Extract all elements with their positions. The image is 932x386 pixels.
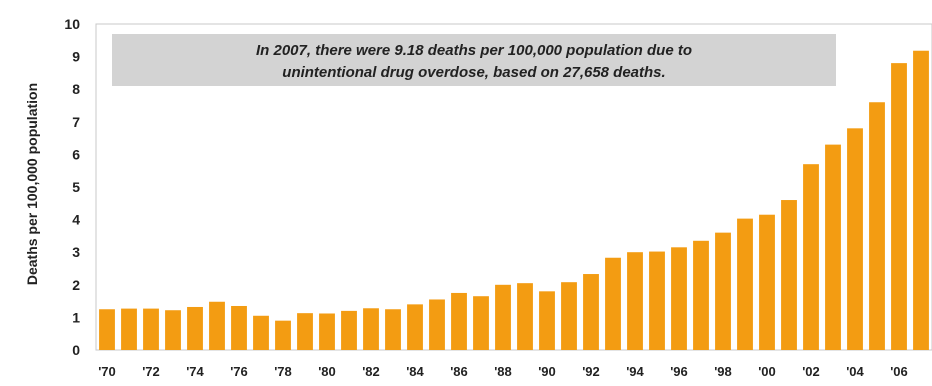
y-tick-label: 7	[72, 114, 80, 130]
y-tick-label: 3	[72, 244, 80, 260]
bar	[583, 274, 599, 350]
bar	[693, 240, 709, 350]
bar	[143, 308, 159, 350]
y-tick-labels: 0 1 2 3 4 5 6 7 8 9 10	[64, 16, 80, 358]
x-tick-label: '70	[98, 364, 116, 379]
bar	[869, 102, 885, 351]
bar	[451, 292, 467, 350]
bar	[517, 283, 533, 350]
bar	[99, 309, 115, 350]
bar	[275, 320, 291, 350]
x-tick-label: '78	[274, 364, 292, 379]
bar	[385, 309, 401, 350]
x-tick-label: '72	[142, 364, 160, 379]
y-tick-label: 6	[72, 146, 80, 162]
bar	[539, 291, 555, 350]
bar	[605, 257, 621, 350]
x-tick-label: '82	[362, 364, 380, 379]
bar	[319, 313, 335, 350]
x-tick-label: '80	[318, 364, 336, 379]
bar	[165, 310, 181, 350]
y-tick-label: 5	[72, 179, 80, 195]
annotation: In 2007, there were 9.18 deaths per 100,…	[112, 34, 836, 86]
bar	[407, 304, 423, 350]
y-tick-label: 4	[72, 212, 80, 228]
bar	[231, 305, 247, 350]
bar	[781, 200, 797, 350]
x-tick-label: '92	[582, 364, 600, 379]
bar	[561, 282, 577, 350]
bar	[825, 144, 841, 350]
x-tick-label: '96	[670, 364, 688, 379]
bar	[121, 308, 137, 350]
plot-frame	[95, 23, 932, 351]
bar	[341, 310, 357, 350]
x-tick-label: '74	[186, 364, 204, 379]
y-tick-label: 8	[72, 81, 80, 97]
bar	[759, 214, 775, 350]
bar	[847, 128, 863, 350]
x-tick-label: '02	[802, 364, 820, 379]
bar	[297, 313, 313, 350]
x-tick-label: '04	[846, 364, 864, 379]
bar	[913, 50, 929, 350]
bar	[803, 164, 819, 350]
bar-series	[99, 50, 929, 351]
y-tick-label: 2	[72, 277, 80, 293]
y-tick-label: 0	[72, 342, 80, 358]
bar	[649, 251, 665, 350]
bar	[473, 296, 489, 350]
bar	[495, 284, 511, 350]
x-tick-label: '98	[714, 364, 732, 379]
y-tick-label: 9	[72, 49, 80, 65]
x-tick-label: '76	[230, 364, 248, 379]
annotation-box	[112, 34, 836, 86]
x-tick-label: '86	[450, 364, 468, 379]
bar	[891, 63, 907, 351]
bar	[627, 252, 643, 350]
bar	[737, 218, 753, 350]
x-tick-label: '06	[890, 364, 908, 379]
y-tick-label: 10	[64, 16, 80, 32]
x-tick-labels: '70 '72 '74 '76 '78 '80 '82 '84 '86 '88 '90 '92 '94 '…	[98, 364, 908, 379]
bar	[187, 306, 203, 350]
annotation-line-1: In 2007, there were 9.18 deaths per 100,…	[256, 42, 692, 59]
x-tick-label: '94	[626, 364, 644, 379]
annotation-line-2: unintentional drug overdose, based on 27…	[282, 64, 665, 81]
y-axis-label: Deaths per 100,000 population	[24, 83, 40, 285]
x-tick-label: '88	[494, 364, 512, 379]
x-tick-label: '84	[406, 364, 424, 379]
bar	[253, 315, 269, 350]
y-tick-label: 1	[72, 309, 80, 325]
x-tick-label: '90	[538, 364, 556, 379]
bar	[671, 247, 687, 350]
bar	[429, 299, 445, 350]
bar	[363, 308, 379, 350]
bar	[209, 301, 225, 350]
x-tick-label: '00	[758, 364, 776, 379]
bar	[715, 232, 731, 350]
